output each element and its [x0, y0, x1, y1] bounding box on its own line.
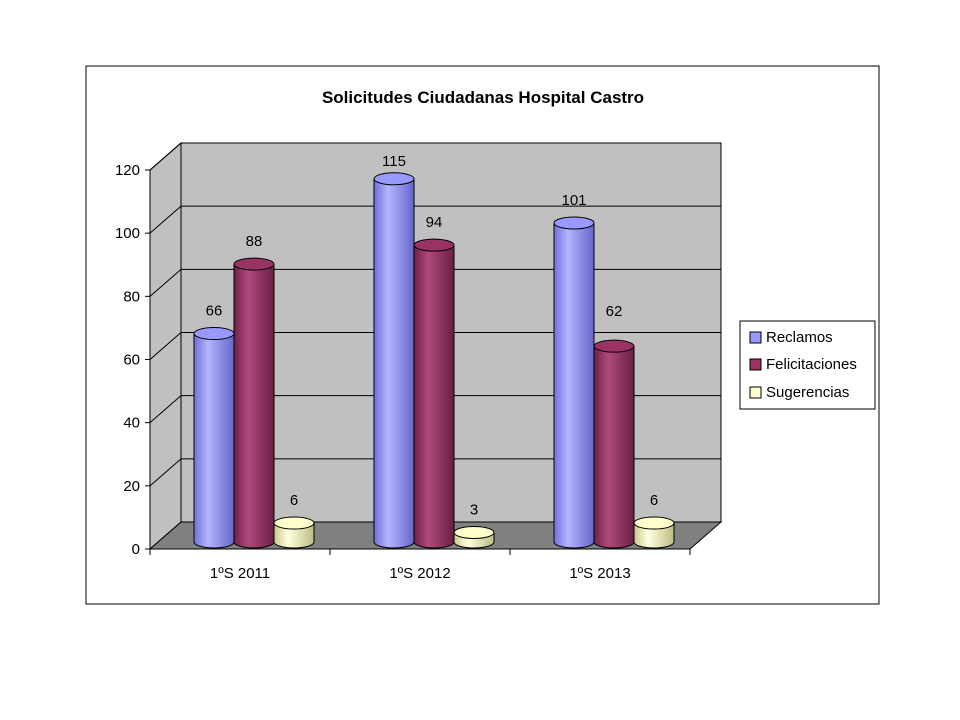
x-tick-label: 1ºS 2011 [210, 565, 270, 582]
data-label: 94 [426, 214, 443, 231]
y-tick-label: 60 [123, 352, 140, 369]
bar-reclamos-0 [193, 327, 235, 549]
data-label: 66 [206, 303, 223, 320]
bars [193, 172, 675, 549]
bar-reclamos-2 [553, 216, 595, 549]
data-label: 3 [470, 502, 478, 519]
bar-body [593, 345, 635, 549]
bar-body [373, 178, 415, 549]
y-axis: 0 20 40 60 80 100 120 [115, 162, 151, 558]
bar-reclamos-1 [373, 172, 415, 549]
data-label: 62 [606, 303, 623, 320]
chart-title: Solicitudes Ciudadanas Hospital Castro [322, 88, 644, 107]
y-tick-label: 40 [123, 415, 140, 432]
data-label: 88 [246, 233, 263, 250]
bar-sugerencias-1 [453, 526, 495, 549]
bar-felicitaciones-2 [593, 339, 635, 549]
gridline-side [149, 268, 182, 297]
bar-felicitaciones-1 [413, 238, 455, 549]
bar-body [273, 522, 315, 549]
bar-top [193, 327, 235, 341]
bar-body [193, 333, 235, 549]
bar-top [413, 238, 455, 252]
y-tick-label: 100 [115, 225, 140, 242]
bar-felicitaciones-0 [233, 257, 275, 549]
legend-swatch-felicitaciones [749, 358, 762, 371]
bar-sugerencias-2 [633, 516, 675, 549]
gridline-side [149, 395, 182, 424]
legend: Reclamos Felicitaciones Sugerencias [739, 320, 876, 410]
gridline-side [149, 142, 182, 171]
y-tick-label: 0 [132, 541, 140, 558]
legend-label-reclamos: Reclamos [766, 329, 833, 346]
x-tick-label: 1ºS 2012 [389, 565, 450, 582]
bar-body [633, 522, 675, 549]
legend-box [739, 320, 876, 410]
bar-body [413, 244, 455, 549]
data-label: 101 [561, 192, 586, 209]
bar-top [633, 516, 675, 530]
data-label: 6 [290, 492, 298, 509]
x-axis: 1ºS 2011 1ºS 2012 1ºS 2013 [149, 548, 691, 582]
bar-top [273, 516, 315, 530]
bar-top [233, 257, 275, 271]
bar-top [453, 526, 495, 540]
legend-label-felicitaciones: Felicitaciones [766, 356, 857, 373]
gridline-side [149, 458, 182, 487]
bar-top [553, 216, 595, 230]
gridline-side [149, 205, 182, 234]
data-label: 115 [382, 153, 406, 170]
bar-top [373, 172, 415, 186]
gridline-side [149, 332, 182, 360]
bar-body [553, 222, 595, 549]
x-tick-label: 1ºS 2013 [569, 565, 630, 582]
bar-top [593, 339, 635, 353]
y-tick-label: 120 [115, 162, 140, 179]
bar-sugerencias-0 [273, 516, 315, 549]
legend-swatch-reclamos [749, 331, 762, 344]
data-label: 6 [650, 492, 658, 509]
legend-label-sugerencias: Sugerencias [766, 384, 849, 401]
legend-swatch-sugerencias [749, 386, 762, 399]
y-tick-label: 80 [123, 288, 140, 305]
y-tick-label: 20 [123, 478, 140, 495]
bar-body [233, 263, 275, 549]
data-labels: 66 88 6 115 94 3 101 62 6 [206, 153, 659, 519]
